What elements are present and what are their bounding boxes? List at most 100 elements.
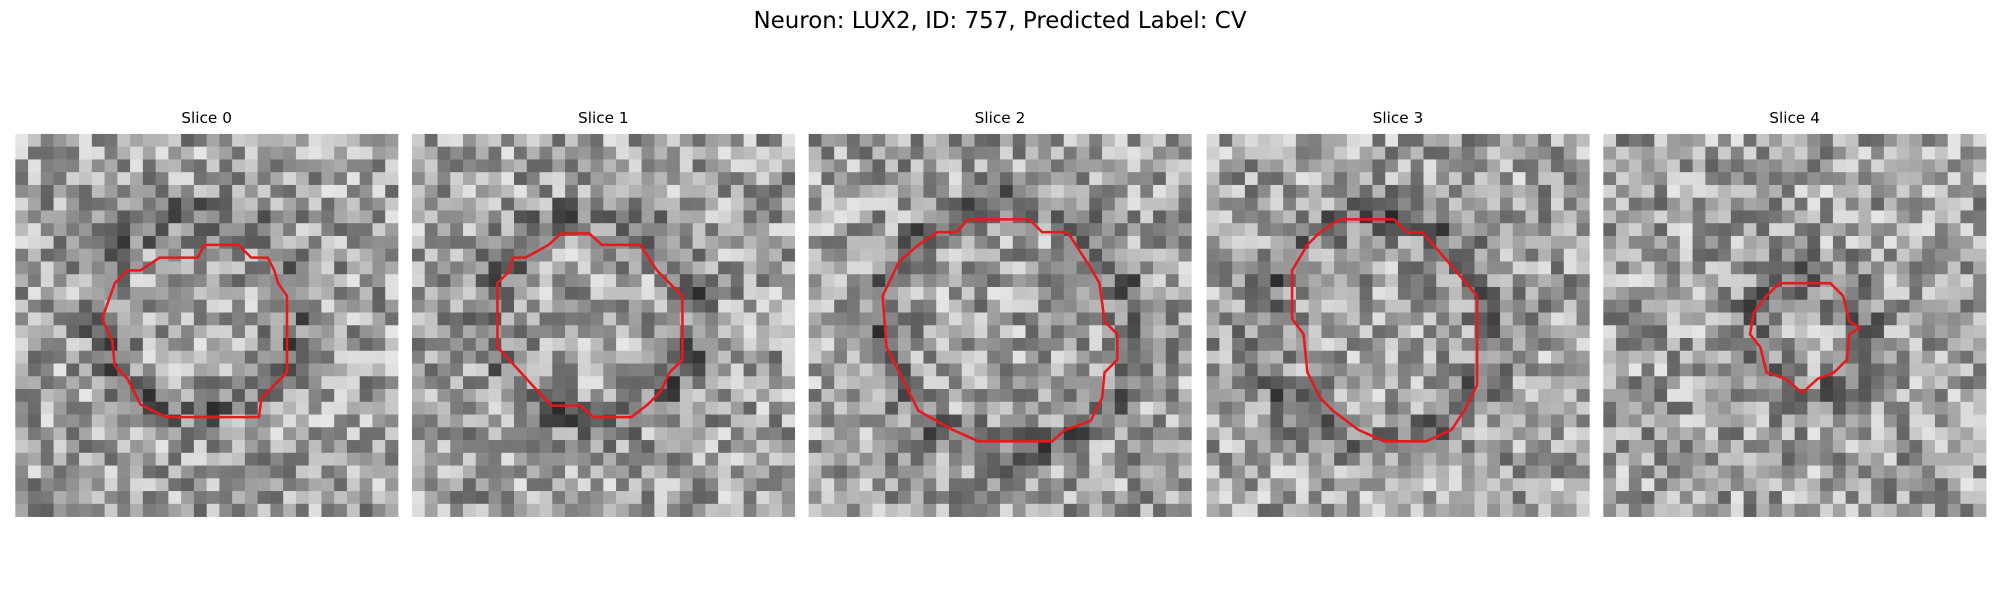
- pixel: [1922, 184, 1936, 199]
- pixel: [1448, 465, 1463, 479]
- pixel: [193, 299, 208, 313]
- pixel: [910, 440, 924, 454]
- pixel: [514, 286, 528, 301]
- pixel: [1063, 465, 1077, 479]
- image-panel: [411, 133, 796, 517]
- pixel: [437, 427, 451, 441]
- pixel: [654, 338, 668, 352]
- pixel: [1896, 235, 1910, 250]
- pixel: [1679, 235, 1693, 250]
- pixel: [1283, 184, 1297, 199]
- pixel: [1257, 248, 1271, 262]
- pixel: [526, 299, 540, 313]
- pixel: [603, 440, 617, 454]
- pixel: [334, 452, 348, 466]
- pixel: [1641, 414, 1655, 428]
- pixel: [1346, 172, 1361, 186]
- pixel: [1423, 465, 1437, 479]
- pixel: [1423, 325, 1437, 339]
- pixel: [463, 401, 477, 415]
- pixel: [1372, 491, 1386, 505]
- pixel: [1487, 299, 1501, 313]
- pixel: [308, 376, 322, 390]
- pixel: [346, 325, 361, 339]
- pixel: [1512, 503, 1526, 517]
- pixel: [463, 465, 477, 479]
- pixel: [1679, 338, 1693, 352]
- pixel: [539, 491, 553, 505]
- pixel: [1127, 146, 1141, 160]
- pixel: [232, 159, 246, 173]
- pixel: [641, 440, 655, 454]
- pixel: [40, 376, 54, 390]
- pixel: [1359, 210, 1373, 224]
- pixel: [1436, 146, 1450, 160]
- pixel: [1474, 478, 1488, 492]
- pixel: [730, 248, 745, 262]
- pixel: [1603, 133, 1617, 148]
- pixel: [181, 235, 195, 250]
- pixel: [1934, 465, 1949, 479]
- pixel: [308, 363, 322, 377]
- pixel: [15, 235, 29, 250]
- pixel: [1025, 414, 1039, 428]
- pixel: [385, 338, 399, 352]
- pixel: [1922, 261, 1936, 275]
- pixel: [936, 503, 950, 517]
- pixel: [15, 452, 29, 466]
- pixel: [1563, 223, 1577, 237]
- pixel: [1807, 440, 1821, 454]
- pixel: [974, 286, 988, 301]
- pixel: [1973, 389, 1987, 403]
- pixel: [987, 503, 1001, 517]
- pixel: [1051, 440, 1065, 454]
- pixel: [1871, 414, 1885, 428]
- pixel: [628, 223, 642, 237]
- pixel: [821, 274, 835, 288]
- pixel: [1244, 235, 1259, 250]
- pixel: [1334, 261, 1348, 275]
- pixel: [1232, 172, 1246, 186]
- pixel: [1858, 440, 1872, 454]
- pixel: [79, 172, 93, 186]
- pixel: [1102, 274, 1116, 288]
- pixel: [1385, 363, 1399, 377]
- pixel: [577, 312, 591, 326]
- pixel: [1270, 427, 1284, 441]
- pixel: [1909, 325, 1923, 339]
- pixel: [1551, 401, 1565, 415]
- pixel: [1283, 401, 1297, 415]
- pixel: [910, 350, 924, 364]
- pixel: [1423, 159, 1437, 173]
- pixel: [1576, 159, 1590, 173]
- pixel: [897, 440, 912, 454]
- pixel: [974, 197, 988, 211]
- pixel: [781, 376, 796, 390]
- pixel: [1436, 261, 1450, 275]
- pixel: [1461, 299, 1475, 313]
- pixel: [257, 159, 271, 173]
- pixel: [1000, 325, 1014, 339]
- pixel: [1206, 223, 1220, 237]
- pixel: [1667, 465, 1681, 479]
- pixel: [1858, 503, 1872, 517]
- pixel: [1807, 401, 1821, 415]
- pixel: [219, 440, 233, 454]
- pixel: [1012, 197, 1026, 211]
- pixel: [1025, 440, 1039, 454]
- pixel: [1127, 261, 1141, 275]
- pixel: [1295, 465, 1310, 479]
- pixel: [104, 312, 118, 326]
- pixel: [1525, 312, 1539, 326]
- pixel: [667, 197, 681, 211]
- pixel: [1538, 210, 1552, 224]
- pixel: [1270, 146, 1284, 160]
- pixel: [411, 363, 426, 377]
- pixel: [359, 389, 373, 403]
- pixel: [1346, 440, 1361, 454]
- pixel: [372, 478, 386, 492]
- pixel: [756, 172, 770, 186]
- pixel: [1038, 503, 1052, 517]
- pixel: [66, 478, 80, 492]
- pixel: [1947, 248, 1961, 262]
